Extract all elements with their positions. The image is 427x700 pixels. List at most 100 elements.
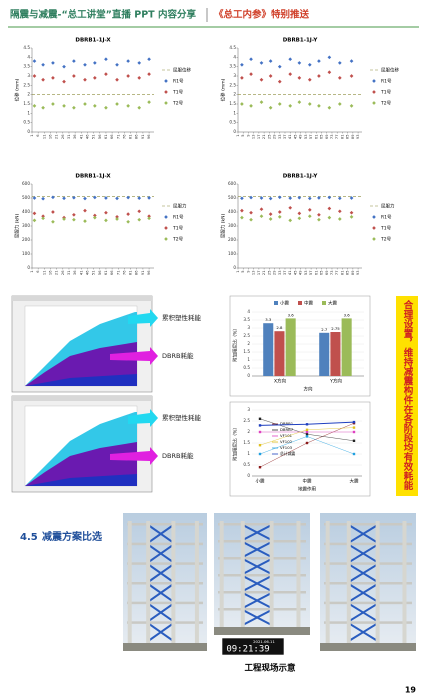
legend-label: T2号	[172, 101, 184, 107]
brace	[242, 575, 273, 592]
data-point	[240, 208, 244, 213]
data-point	[277, 210, 282, 214]
bar	[319, 332, 330, 376]
x-tick-label: 69	[325, 134, 329, 139]
x-tick-label: 56	[98, 270, 102, 275]
x-tick-label: 71	[116, 135, 120, 140]
data-point	[268, 59, 273, 63]
legend-label: 屈服位移	[173, 67, 191, 74]
y-tick-label: 2.5	[243, 418, 250, 423]
callout-label: DBRB耗能	[162, 451, 194, 460]
x-tick-label: 57	[309, 271, 313, 276]
legend-swatch	[372, 90, 376, 94]
data-point	[307, 62, 312, 67]
line-marker	[258, 430, 262, 434]
header-title: 隔震与减震-“总工讲堂”直播 PPT 内容分享	[10, 9, 196, 21]
data-point	[337, 217, 342, 221]
bar	[274, 331, 285, 376]
data-label: 3.3	[265, 317, 272, 322]
x-tick-label: 71	[116, 271, 120, 276]
y-axis-title: 附加阻尼比（%）	[232, 326, 239, 362]
data-point	[259, 100, 264, 104]
data-point	[83, 62, 87, 67]
line-marker	[305, 428, 309, 431]
data-point	[259, 77, 264, 82]
x-tick-label: 61	[104, 271, 108, 276]
x-tick-label: 25	[267, 135, 271, 140]
legend-label: T2号	[380, 237, 392, 243]
legend-swatch	[164, 226, 168, 230]
legend-label: DBRB1	[280, 421, 294, 426]
data-point	[327, 70, 332, 75]
chart-title: DBRB1-1J-Y	[283, 38, 319, 44]
x-tick-label: 73	[330, 271, 334, 276]
legend-label: 总计减震	[280, 451, 295, 456]
x-tick-label: 31	[67, 135, 71, 140]
data-point	[268, 74, 273, 78]
legend-swatch	[164, 215, 168, 219]
y-tick-label: 100	[228, 251, 236, 256]
x-tick-label: 21	[55, 271, 59, 276]
x-tick-label: 31	[67, 271, 71, 276]
brace	[242, 609, 273, 626]
legend-label: 中震	[304, 300, 313, 307]
data-point	[288, 104, 293, 108]
ground	[123, 643, 207, 651]
x-tick-label: 65	[320, 135, 324, 140]
data-point	[307, 196, 312, 201]
data-point	[115, 62, 119, 67]
y-tick-label: 500	[228, 195, 236, 200]
legend-label: T1号	[380, 226, 392, 232]
y-tick-label: 1.5	[23, 101, 30, 106]
y-tick-label: 0	[247, 373, 250, 378]
y-axis-title: 屈服力 (kN)	[220, 214, 227, 239]
line-marker	[352, 426, 356, 429]
y-tick-label: 0	[233, 129, 236, 134]
section-number: 4.5	[20, 532, 38, 543]
x-tick-label: 89	[351, 134, 355, 139]
x-axis-title: 地震作用	[298, 486, 316, 493]
x-axis-title: 方向	[304, 386, 313, 393]
y-tick-label: 600	[22, 181, 30, 186]
floor-slab	[127, 582, 203, 585]
data-point	[268, 212, 273, 216]
arrow	[128, 309, 158, 327]
brace	[242, 524, 273, 541]
y-tick-label: 3.5	[23, 64, 30, 69]
x-tick-label: 77	[335, 271, 339, 276]
x-tick-label: 93	[356, 135, 360, 140]
data-point	[349, 215, 354, 219]
data-label: 2.75	[331, 326, 340, 331]
data-label: 2.8	[276, 325, 283, 330]
data-point	[277, 64, 282, 69]
arrow	[110, 347, 158, 365]
column	[375, 521, 380, 649]
x-tick-label: 46	[85, 270, 89, 275]
data-point	[317, 212, 321, 217]
x-tick-label: 16	[48, 270, 52, 275]
legend-label: T2号	[380, 101, 392, 107]
x-tick-label: 49	[299, 270, 303, 275]
x-tick-label: 49	[299, 134, 303, 139]
legend-swatch	[164, 237, 168, 241]
page-number: 19	[405, 686, 417, 695]
y-tick-label: 2.5	[243, 333, 250, 338]
x-tick-label: 1	[30, 271, 34, 273]
data-point	[297, 61, 302, 65]
legend-swatch	[164, 79, 168, 83]
legend-label: R1号	[381, 79, 392, 85]
data-point	[126, 74, 130, 78]
data-point	[93, 215, 97, 220]
column	[296, 521, 301, 633]
data-point	[72, 59, 76, 63]
y-tick-label: 3	[233, 73, 236, 78]
data-point	[41, 62, 45, 67]
column	[402, 521, 407, 649]
y-tick-label: 3.5	[229, 64, 236, 69]
data-point	[288, 57, 293, 62]
x-tick-label: 21	[55, 135, 59, 140]
area-dbrb	[25, 442, 137, 486]
data-point	[126, 59, 130, 63]
floor-slab	[324, 621, 412, 624]
data-point	[249, 210, 253, 215]
